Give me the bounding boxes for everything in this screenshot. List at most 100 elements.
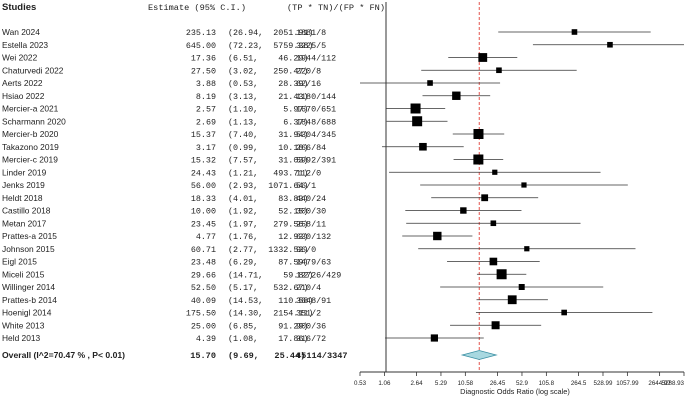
- x-tick-label: 2.64: [410, 380, 423, 387]
- study-ci: (2.93, 1071.64): [228, 181, 308, 191]
- overall-counts: 45114/3347: [296, 351, 348, 361]
- x-tick-label: 1057.99: [616, 380, 639, 387]
- study-counts: 5992/391: [296, 156, 336, 166]
- study-counts: 62/16: [296, 79, 321, 89]
- study-estimate: 3.17: [196, 143, 216, 153]
- study-counts: 258/11: [296, 219, 326, 229]
- study-estimate: 23.48: [191, 258, 216, 268]
- study-ci: (1.08, 17.86): [228, 334, 308, 344]
- study-rows: Wan 2024 235.13 (26.94, 2051.91)1881/8 Este…: [2, 27, 341, 344]
- study-counts: 1670/651: [296, 105, 336, 115]
- study-estimate-box: [491, 321, 500, 330]
- study-counts: 316/72: [296, 334, 326, 344]
- study-name: Prattes-a 2015: [2, 231, 57, 241]
- x-tick-label: 2644.97: [648, 380, 671, 387]
- study-estimate-box: [478, 53, 488, 62]
- study-counts: 266/84: [296, 143, 326, 153]
- study-estimate-box: [561, 309, 567, 316]
- study-name: Mercier-a 2021: [2, 104, 59, 114]
- study-counts: 1881/8: [296, 28, 326, 38]
- study-estimate-box: [412, 116, 423, 127]
- study-estimate-box: [427, 80, 433, 86]
- study-estimate-box: [481, 194, 489, 202]
- overall-label: Overall (I^2=70.47 % , P< 0.01): [2, 350, 125, 360]
- study-estimate: 23.45: [191, 219, 216, 229]
- study-name: Held 2013: [2, 333, 41, 343]
- study-estimate: 24.43: [191, 168, 216, 178]
- study-name: Takazono 2019: [2, 142, 59, 152]
- overall-ci: (9.69, 25.44): [228, 351, 305, 361]
- study-ci: (0.53, 28.39): [228, 79, 308, 89]
- study-name: Castillo 2018: [2, 206, 51, 216]
- study-ci: (26.94, 2051.91): [228, 28, 313, 38]
- x-tick-label: 264.5: [571, 380, 587, 387]
- study-estimate-box: [452, 91, 461, 100]
- study-ci: (4.01, 83.83): [228, 194, 308, 204]
- overall-estimate: 15.70: [190, 351, 216, 361]
- study-name: Jenks 2019: [2, 180, 45, 190]
- study-name: White 2013: [2, 320, 45, 330]
- study-counts: 1848/688: [296, 117, 336, 127]
- study-counts: 1180/144: [296, 92, 336, 102]
- study-counts: 5304/345: [296, 130, 336, 140]
- study-counts: 3648/91: [296, 296, 331, 306]
- study-ci: (14.71, 59.82): [228, 270, 313, 280]
- study-estimate-box: [518, 284, 525, 290]
- study-counts: 900/36: [296, 321, 326, 331]
- study-estimate: 235.13: [186, 28, 216, 38]
- study-name: Wan 2024: [2, 27, 40, 37]
- study-counts: 351/2: [296, 309, 321, 319]
- study-ci: (6.85, 91.29): [228, 321, 308, 331]
- study-ci: (14.30, 2154.11): [228, 309, 313, 319]
- study-name: Mercier-c 2019: [2, 155, 58, 165]
- study-estimate: 4.77: [196, 232, 216, 242]
- x-tick-label: 52.9: [516, 380, 529, 387]
- study-counts: 630/132: [296, 232, 331, 242]
- study-estimate-box: [496, 67, 502, 74]
- study-name: Mercier-b 2020: [2, 129, 59, 139]
- study-estimate-box: [473, 154, 484, 165]
- study-estimate: 52.50: [191, 283, 216, 293]
- study-ci: (6.51, 46.29): [228, 54, 308, 64]
- study-ci: (1.76, 12.93): [228, 232, 308, 242]
- study-estimate: 2.57: [196, 105, 216, 115]
- x-tick-label: 105.8: [539, 380, 555, 387]
- study-estimate: 17.36: [191, 54, 216, 64]
- study-ci: (6.29, 87.59): [228, 258, 308, 268]
- study-estimate-box: [489, 257, 498, 266]
- study-estimate: 2.69: [196, 117, 216, 127]
- study-estimate: 40.09: [191, 296, 216, 306]
- study-name: Prattes-b 2014: [2, 295, 57, 305]
- x-tick-label: 5288.93: [662, 380, 685, 387]
- study-ci: (7.57, 31.03): [228, 156, 308, 166]
- study-estimate-box: [460, 207, 467, 214]
- study-counts: 210/4: [296, 283, 321, 293]
- study-name: Estella 2023: [2, 40, 48, 50]
- study-name: Willinger 2014: [2, 282, 55, 292]
- x-axis-label: Diagnostic Odds Ratio (log scale): [460, 387, 570, 396]
- study-estimate-box: [433, 231, 442, 241]
- study-name: Eigl 2015: [2, 257, 37, 267]
- study-ci: (1.10, 5.97): [228, 105, 308, 115]
- study-estimate-box: [524, 246, 530, 252]
- study-counts: 300/30: [296, 207, 326, 217]
- study-marks: [360, 29, 684, 342]
- study-estimate: 15.32: [191, 156, 216, 166]
- study-name: Hsiao 2022: [2, 91, 45, 101]
- study-name: Heldt 2018: [2, 193, 43, 203]
- study-ci: (0.99, 10.10): [228, 143, 308, 153]
- study-estimate: 10.00: [191, 207, 216, 217]
- study-counts: 112/0: [296, 168, 321, 178]
- study-ci: (3.13, 21.43): [228, 92, 308, 102]
- study-counts: 96/0: [296, 245, 316, 255]
- study-counts: 3225/5: [296, 41, 326, 51]
- counts-header: (TP * TN)/(FP * FN): [287, 3, 385, 13]
- study-estimate: 3.88: [196, 79, 216, 89]
- study-name: Metan 2017: [2, 218, 47, 228]
- study-name: Aerts 2022: [2, 78, 43, 88]
- study-name: Linder 2019: [2, 167, 47, 177]
- x-tick-label: 10.58: [458, 380, 474, 387]
- study-ci: (7.40, 31.94): [228, 130, 308, 140]
